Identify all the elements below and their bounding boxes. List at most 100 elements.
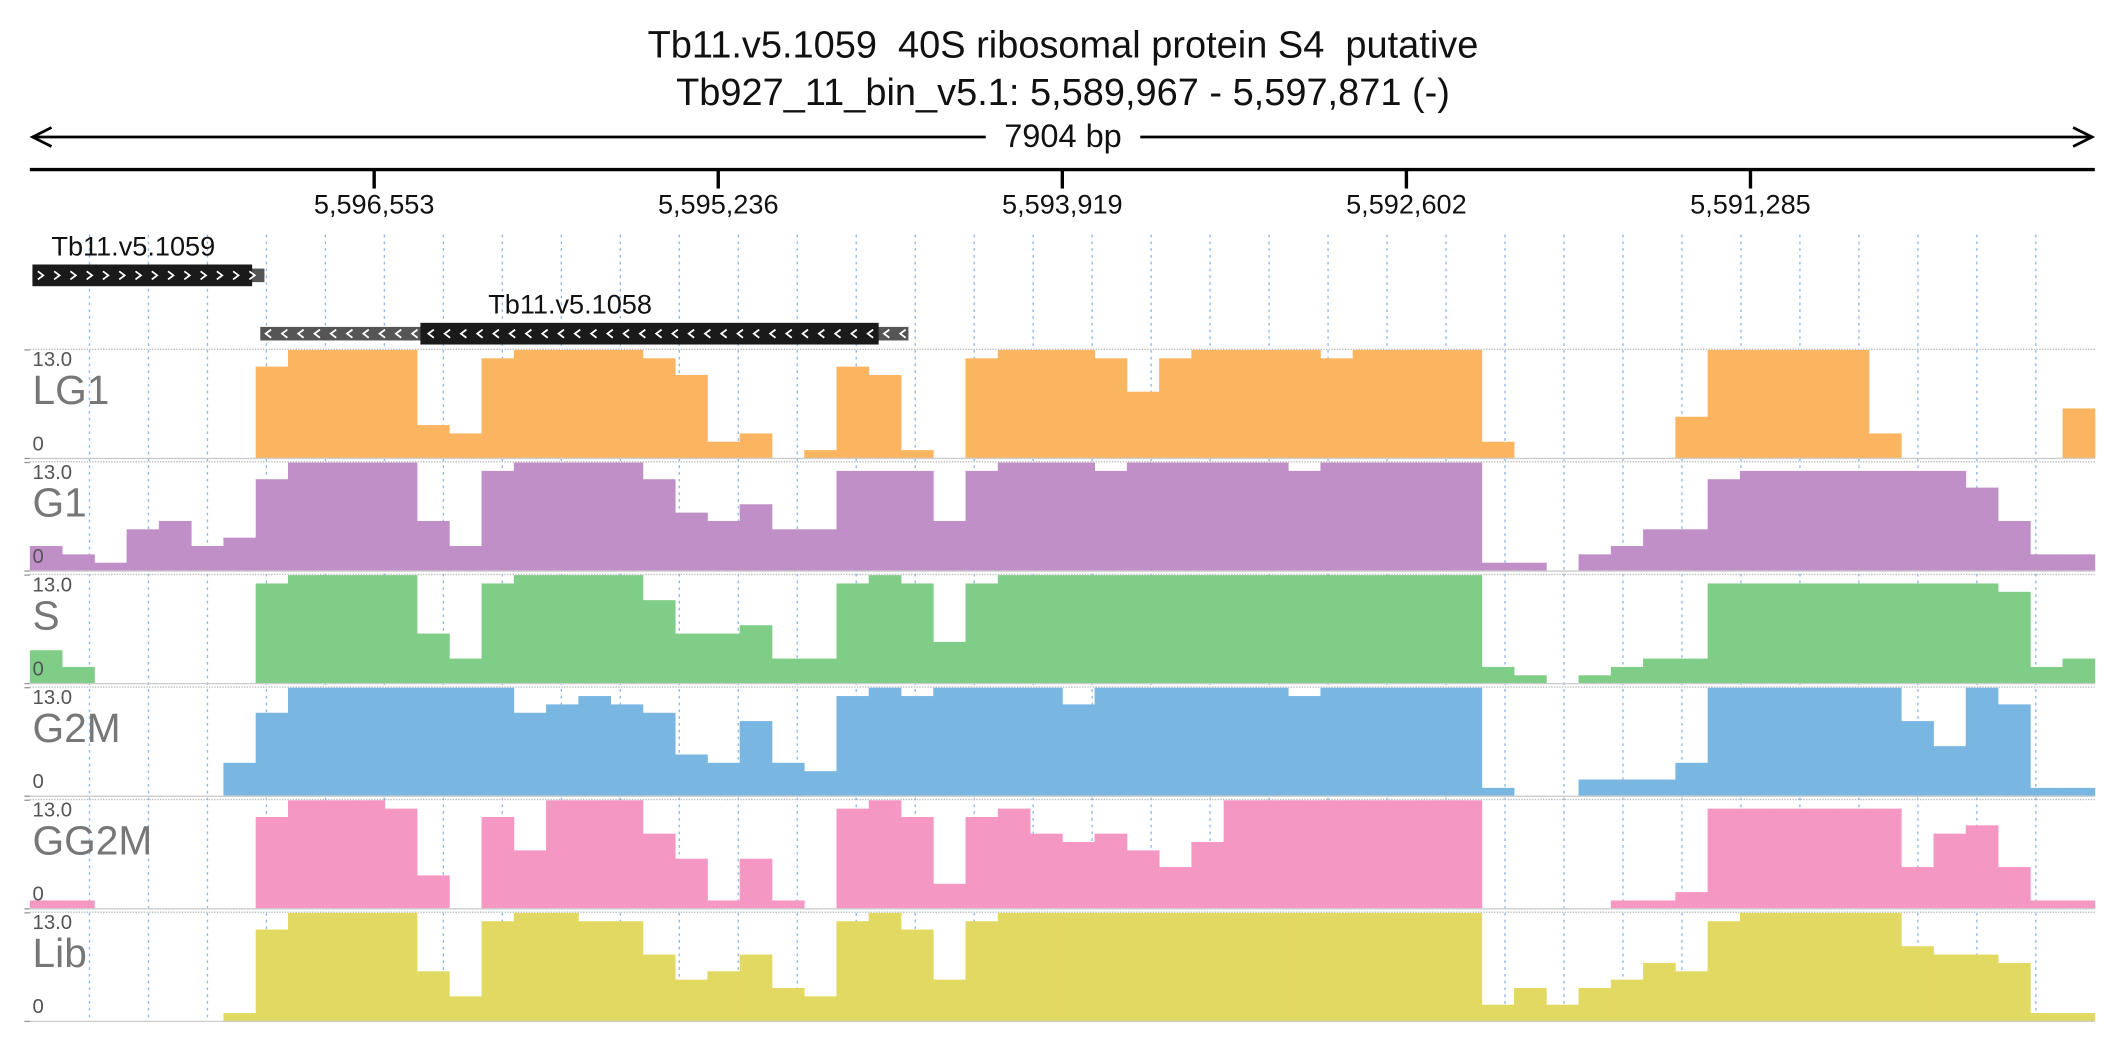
y-tick-label: 0 bbox=[33, 433, 44, 455]
coverage-bar bbox=[933, 520, 966, 572]
coverage-bar bbox=[804, 771, 837, 797]
coverage-bar bbox=[578, 921, 612, 1022]
coverage-bar bbox=[739, 858, 773, 909]
coverage-bar bbox=[1868, 583, 1902, 684]
coverage-bar bbox=[62, 666, 95, 684]
coverage-bar bbox=[223, 537, 257, 572]
coverage-bar bbox=[1417, 687, 1450, 797]
coverage-bar bbox=[610, 462, 644, 572]
coverage-bar bbox=[610, 704, 644, 797]
coverage-bar bbox=[1320, 358, 1354, 459]
span-label: 7904 bp bbox=[1004, 118, 1122, 154]
coverage-bar bbox=[1804, 349, 1838, 459]
strand-chevron bbox=[768, 328, 777, 339]
coverage-bar bbox=[1675, 658, 1709, 684]
coverage-bar bbox=[94, 562, 128, 572]
coverage-bar bbox=[1352, 349, 1386, 459]
coverage-bar bbox=[546, 349, 579, 459]
coverage-bar bbox=[675, 633, 708, 684]
strand-chevron bbox=[134, 270, 143, 281]
coverage-bar bbox=[417, 971, 450, 1022]
coverage-bar bbox=[1191, 349, 1225, 459]
track-name: S bbox=[33, 592, 60, 638]
coverage-bar bbox=[546, 704, 579, 797]
coverage-bar bbox=[1643, 962, 1676, 1022]
coverage-bar bbox=[1191, 687, 1225, 797]
coverage-bar bbox=[1481, 666, 1515, 684]
coverage-bar bbox=[1643, 900, 1676, 909]
coverage-bar bbox=[29, 900, 63, 909]
strand-chevron bbox=[654, 328, 663, 339]
coverage-bar bbox=[2062, 408, 2096, 459]
track-name: G2M bbox=[33, 705, 121, 751]
coverage-bar bbox=[255, 929, 289, 1022]
coverage-bar bbox=[1868, 470, 1902, 572]
coverage-bar bbox=[417, 687, 450, 797]
coverage-bar bbox=[513, 712, 547, 797]
coverage-bar bbox=[320, 349, 353, 459]
coverage-bar bbox=[804, 658, 837, 684]
coverage-bar bbox=[642, 358, 676, 459]
strand-chevron bbox=[426, 328, 435, 339]
track-name: Lib bbox=[33, 930, 87, 976]
coverage-bar bbox=[1578, 554, 1612, 572]
coverage-bar bbox=[1062, 704, 1095, 797]
coverage-bar bbox=[1610, 900, 1644, 909]
coverage-bar bbox=[997, 575, 1031, 684]
coverage-bar bbox=[1320, 687, 1354, 797]
coverage-bar bbox=[287, 912, 321, 1022]
coverage-bar bbox=[1223, 800, 1257, 909]
coverage-bar bbox=[1772, 349, 1805, 459]
coverage-bar bbox=[900, 583, 934, 684]
coverage-bar bbox=[965, 470, 999, 572]
coverage-bar bbox=[675, 512, 708, 572]
coverage-bar bbox=[1933, 833, 1967, 909]
coverage-bar bbox=[1417, 575, 1450, 684]
strand-chevron bbox=[703, 328, 711, 339]
coverage-bar bbox=[1772, 912, 1805, 1022]
strand-chevron bbox=[508, 328, 516, 339]
coverage-bar bbox=[1288, 696, 1321, 797]
coverage-bar bbox=[675, 858, 708, 909]
x-tick-label: 5,592,602 bbox=[1346, 188, 1467, 219]
y-tick-label: 13.0 bbox=[33, 574, 73, 596]
coverage-bar bbox=[804, 450, 837, 459]
coverage-bar bbox=[900, 929, 934, 1022]
coverage-bar bbox=[1707, 921, 1741, 1022]
coverage-bar bbox=[417, 520, 450, 572]
coverage-bar bbox=[804, 529, 837, 572]
coverage-bar bbox=[1255, 687, 1289, 797]
coverage-bar bbox=[675, 374, 708, 459]
coverage-bar bbox=[1739, 349, 1773, 459]
coverage-bar bbox=[900, 696, 934, 797]
coverage-bar bbox=[1255, 575, 1289, 684]
coverage-bar bbox=[1675, 762, 1709, 797]
coverage-bar bbox=[1223, 912, 1257, 1022]
coverage-bar bbox=[546, 575, 579, 684]
coverage-bar bbox=[1384, 349, 1418, 459]
span-arrow bbox=[29, 119, 2096, 155]
coverage-bar bbox=[1998, 962, 2031, 1022]
strand-chevron bbox=[37, 270, 45, 281]
coverage-bar bbox=[1514, 675, 1547, 684]
coverage-bar bbox=[771, 658, 805, 684]
coverage-bar bbox=[481, 358, 515, 459]
strand-chevron bbox=[410, 328, 419, 339]
coverage-bar bbox=[1062, 575, 1095, 684]
coverage-bar bbox=[2030, 666, 2063, 684]
coverage-bar bbox=[1998, 867, 2031, 909]
coverage-bar bbox=[1449, 349, 1483, 459]
strand-chevron bbox=[833, 328, 842, 339]
coverage-bar bbox=[384, 912, 418, 1022]
coverage-bar bbox=[1868, 433, 1902, 459]
coverage-bar bbox=[1449, 575, 1483, 684]
coverage-bar bbox=[836, 470, 870, 572]
coverage-bar bbox=[1836, 912, 1870, 1022]
coverage-bar bbox=[836, 921, 870, 1022]
strand-chevron bbox=[313, 328, 321, 339]
strand-chevron bbox=[817, 328, 825, 339]
coverage-bar bbox=[1901, 470, 1934, 572]
coverage-bar bbox=[481, 470, 515, 572]
coverage-bar bbox=[1384, 462, 1418, 572]
strand-chevron bbox=[784, 328, 793, 339]
